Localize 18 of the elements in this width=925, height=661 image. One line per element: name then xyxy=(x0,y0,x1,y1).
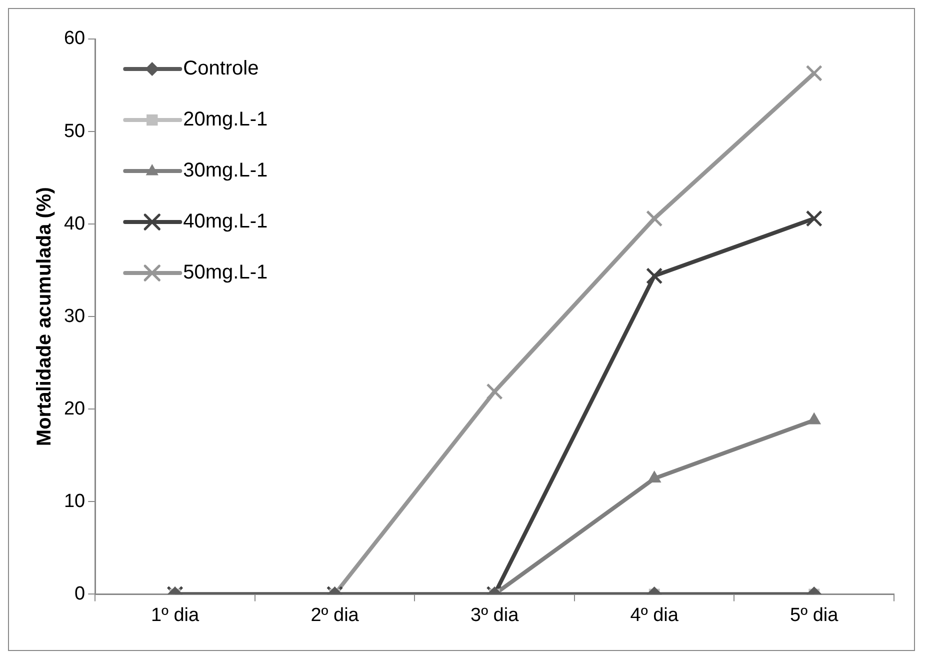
y-tick-label: 20 xyxy=(64,398,86,420)
legend-label: 40mg.L-1 xyxy=(183,210,268,233)
x-tick-label: 1º dia xyxy=(150,604,200,626)
x-tick-label: 2º dia xyxy=(310,604,360,626)
x-tick-label: 5º dia xyxy=(790,604,839,626)
y-tick-label: 30 xyxy=(64,306,86,327)
y-tick-label: 50 xyxy=(64,120,86,142)
y-tick-label: 40 xyxy=(64,213,86,234)
y-tick-label: 0 xyxy=(74,583,86,604)
y-axis-title: Mortalidade acumulada (%) xyxy=(34,187,56,446)
x-tick-label: 4º dia xyxy=(630,604,679,626)
x-tick-label: 3º dia xyxy=(470,604,520,626)
legend-label: 20mg.L-1 xyxy=(183,108,268,131)
legend-label: 50mg.L-1 xyxy=(183,262,268,284)
y-tick-label: 10 xyxy=(64,490,86,512)
legend-label: Controle xyxy=(183,58,259,80)
y-tick-label: 60 xyxy=(64,28,86,50)
legend-label: 30mg.L-1 xyxy=(183,160,268,182)
